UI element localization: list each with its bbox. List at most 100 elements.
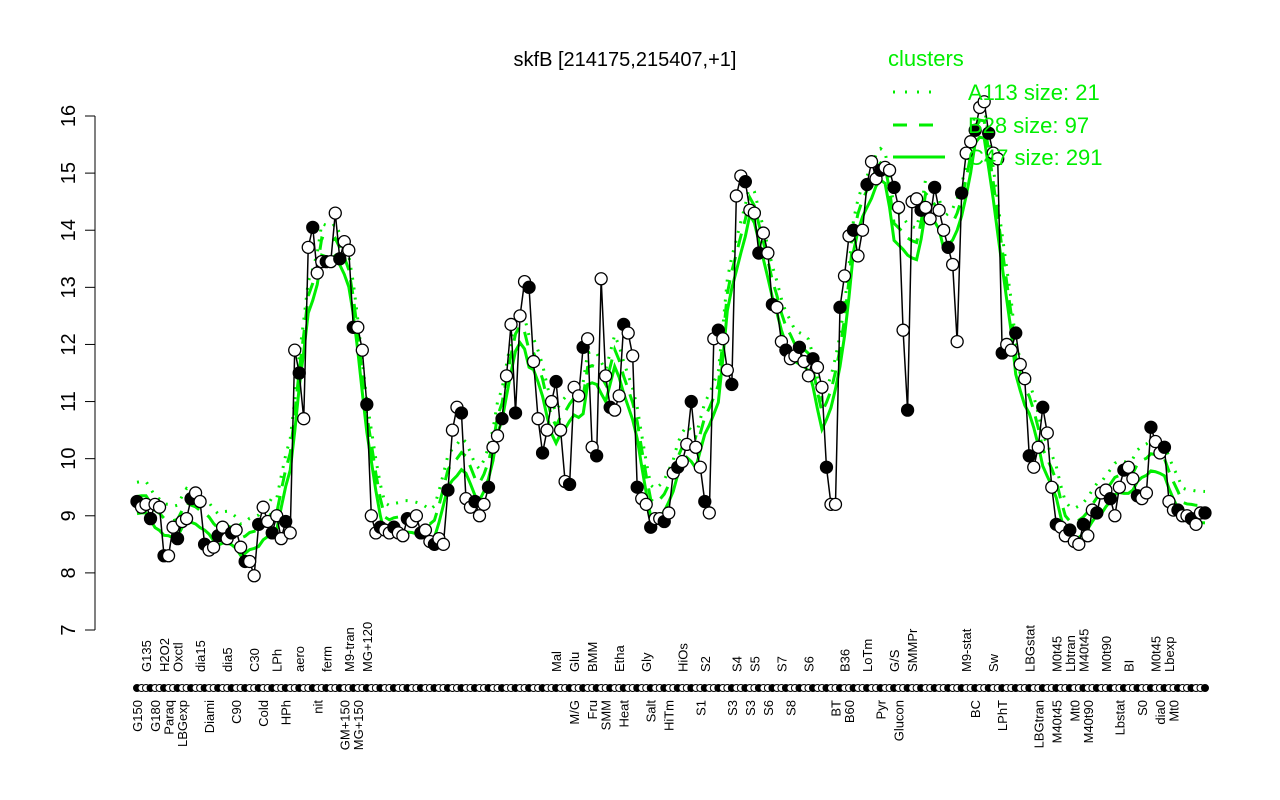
data-point [1126, 472, 1140, 486]
x-tick-label: S3 [743, 700, 758, 716]
y-tick-label: 13 [58, 276, 80, 298]
x-tick-label: S6 [801, 656, 816, 672]
data-point [580, 332, 595, 346]
data-point [923, 212, 937, 226]
x-tick-label: M40t45 [1049, 700, 1064, 743]
data-point [761, 246, 775, 260]
x-tick-label: Fru [585, 700, 600, 720]
data-point [193, 494, 207, 509]
x-tick-label: M40t90 [1081, 700, 1096, 743]
data-point [495, 412, 509, 426]
x-tick-label: Pyr [874, 699, 889, 719]
y-axis: 7 8 9 10 11 12 13 14 15 16 [58, 105, 96, 636]
x-tick-label: M9-stat [959, 628, 974, 672]
x-tick-label: LBGstat [1022, 625, 1037, 672]
x-tick-label: LoTm [860, 639, 875, 672]
data-point [833, 300, 847, 314]
data-point [1027, 460, 1041, 474]
x-tick-label: S7 [774, 656, 789, 672]
x-tick-label: M0t90 [1099, 636, 1114, 672]
x-tick-label: M/G [567, 700, 582, 725]
data-point [1076, 517, 1090, 531]
data-point [477, 497, 491, 512]
x-tick-label: M9-tran [342, 627, 357, 672]
data-point [855, 223, 870, 237]
x-tick-label: M40t45 [1076, 629, 1091, 672]
data-point [360, 397, 374, 412]
data-point [725, 377, 739, 392]
data-point [896, 323, 910, 337]
data-point [1108, 509, 1122, 523]
data-point [982, 126, 996, 140]
data-point [977, 95, 991, 109]
data-point [626, 349, 640, 363]
data-point [936, 223, 951, 237]
data-point [621, 326, 635, 340]
x-tick-label: Lbexp [1162, 637, 1177, 672]
x-tick-label: Cold [256, 700, 271, 727]
data-point [1018, 372, 1032, 386]
data-point [508, 406, 523, 420]
y-tick-label: 16 [58, 105, 80, 127]
data-point [675, 454, 689, 469]
data-point [630, 480, 644, 494]
x-tick-label: GM+150 [337, 700, 352, 750]
data-point [599, 369, 613, 383]
data-point [351, 320, 365, 334]
data-point [233, 540, 248, 554]
x-tick-label: Diami [202, 700, 217, 733]
x-tick-label: LPh [270, 649, 285, 672]
data-point [535, 446, 550, 460]
x-tick-label: S3 [725, 700, 740, 716]
data-point [256, 500, 270, 514]
x-tick-label: Heat [617, 700, 632, 728]
x-tick-label: S2 [698, 656, 713, 672]
data-point [792, 340, 807, 354]
data-point [499, 369, 514, 383]
data-point [932, 203, 946, 217]
data-point [612, 389, 626, 403]
y-tick-label: 10 [58, 448, 80, 470]
data-point [698, 494, 712, 509]
data-point [553, 423, 568, 437]
x-tick-label: Etha [612, 644, 627, 672]
data-point [756, 226, 771, 240]
data-point [549, 374, 563, 389]
data-point [882, 163, 897, 177]
x-tick-label: H2O2 [157, 638, 172, 672]
x-tick-label: S5 [747, 656, 762, 672]
data-point [900, 403, 915, 417]
data-point [639, 497, 653, 512]
x-tick-label: C30 [247, 648, 262, 672]
x-tick-label: Mt0 [1166, 700, 1181, 722]
data-point [950, 334, 964, 349]
data-point [815, 380, 829, 394]
data-point [693, 460, 707, 474]
data-point [1157, 440, 1172, 454]
data-point [662, 506, 676, 520]
data-point [1189, 517, 1203, 531]
data-point [531, 412, 545, 426]
data-point [283, 526, 297, 540]
x-tick-label: S8 [783, 700, 798, 716]
data-point [540, 423, 554, 437]
data-point [454, 406, 469, 420]
x-tick-label: BT [828, 700, 843, 717]
data-point [526, 354, 541, 369]
data-point [1112, 480, 1127, 494]
data-point [909, 192, 924, 206]
x-tick-label: ferm [319, 646, 334, 672]
data-point [1072, 537, 1086, 551]
y-tick-label: 9 [58, 510, 80, 521]
data-point [279, 514, 293, 529]
data-point [1009, 326, 1023, 340]
data-point [684, 394, 698, 409]
data-point [571, 389, 586, 403]
data-point [355, 343, 369, 357]
data-point [328, 206, 342, 220]
x-tick-label: Lbtran [1063, 635, 1078, 672]
data-point [1090, 506, 1104, 520]
x-tick-label: LPhT [995, 700, 1010, 731]
x-tick-label: G135 [139, 640, 154, 672]
